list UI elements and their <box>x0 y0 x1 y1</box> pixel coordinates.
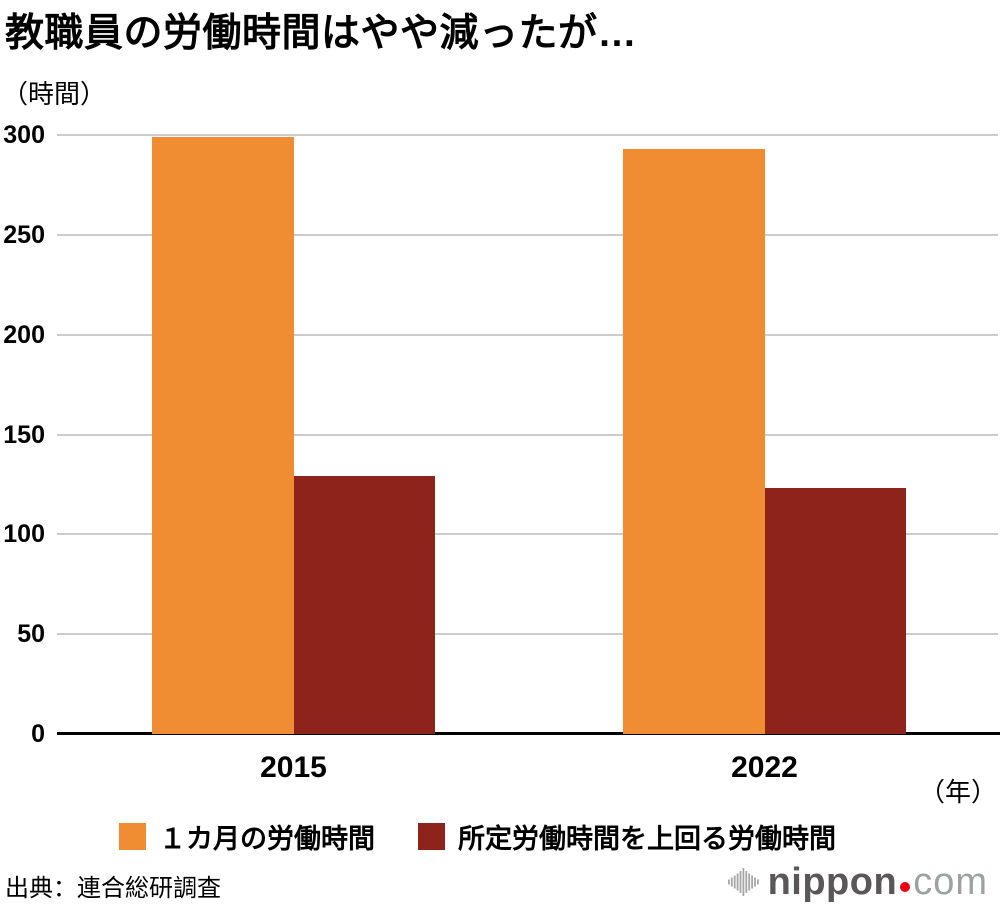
logo-wordmark: nippon com <box>768 860 988 904</box>
chart-title: 教職員の労働時間はやや減ったが… <box>5 12 638 55</box>
x-axis-unit-label: （年） <box>918 777 997 807</box>
x-tick-label-2015: 2015 <box>260 751 327 784</box>
x-axis-line <box>57 732 1000 735</box>
bar-2015-series1 <box>151 137 294 734</box>
legend-swatch-icon <box>418 823 445 850</box>
legend-label: １カ月の労働時間 <box>159 824 375 854</box>
y-tick-label-200: 200 <box>3 320 45 349</box>
y-tick-label-100: 100 <box>3 520 45 549</box>
bar-2022-series1 <box>622 149 765 734</box>
logo-tld: com <box>913 861 988 903</box>
gridline-200 <box>57 333 998 336</box>
y-tick-label-150: 150 <box>3 420 45 449</box>
gridline-250 <box>57 233 998 236</box>
legend-item-1: １カ月の労働時間 <box>119 817 375 856</box>
gridline-300 <box>57 134 998 136</box>
bar-2015-series2 <box>293 476 435 734</box>
gridline-150 <box>57 433 998 436</box>
y-tick-label-50: 50 <box>17 620 45 649</box>
bar-2022-series2 <box>764 488 906 734</box>
legend-label: 所定労働時間を上回る労働時間 <box>458 824 836 854</box>
legend-item-2: 所定労働時間を上回る労働時間 <box>418 817 836 856</box>
soundwave-bars-icon <box>727 868 759 896</box>
y-tick-label-300: 300 <box>3 121 45 149</box>
legend: １カ月の労働時間 所定労働時間を上回る労働時間 <box>119 817 836 856</box>
nippon-com-logo: nippon com <box>727 860 988 904</box>
source-note: 出典：連合総研調査 <box>5 875 221 902</box>
gridline-50 <box>57 633 998 636</box>
logo-dot-icon <box>900 882 911 892</box>
y-tick-label-250: 250 <box>3 220 45 249</box>
x-tick-label-2022: 2022 <box>731 751 798 784</box>
y-axis-unit-label: （時間） <box>2 79 107 109</box>
y-tick-label-0: 0 <box>31 720 45 748</box>
gridline-100 <box>57 533 998 536</box>
logo-name: nippon <box>767 861 898 903</box>
legend-swatch-icon <box>119 823 146 850</box>
